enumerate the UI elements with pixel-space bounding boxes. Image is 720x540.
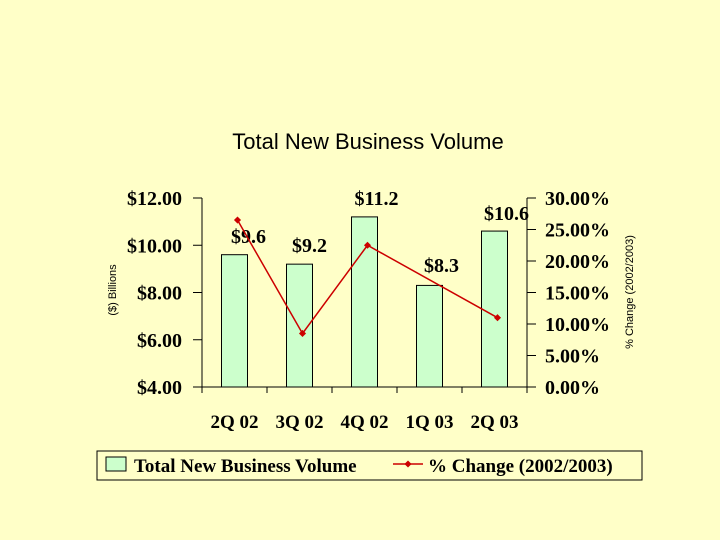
line-path (236, 219, 498, 335)
right-tick-label: 5.00% (545, 346, 600, 368)
left-tick-label: $12.00 (127, 188, 182, 210)
bar (221, 254, 248, 388)
y-axis-label: ($) Billions (107, 264, 119, 316)
percent-change-line (233, 216, 502, 337)
left-axis: $12.00 $10.00 $8.00 $6.00 $4.00 (127, 188, 203, 399)
left-tick-label: $8.00 (137, 283, 182, 305)
right-tick-label: 15.00% (545, 283, 610, 305)
bar-data-label: $9.2 (292, 235, 327, 257)
x-tick-label: 1Q 03 (405, 412, 453, 433)
x-tick-label: 4Q 02 (340, 412, 388, 433)
bar-data-label: $10.6 (484, 203, 529, 225)
legend-bar-label: Total New Business Volume (134, 456, 357, 477)
right-tick-label: 20.00% (545, 251, 610, 273)
legend-box (96, 450, 643, 481)
right-tick-label: 30.00% (545, 188, 610, 210)
line-point (298, 329, 307, 337)
left-tick-label: $10.00 (127, 235, 182, 257)
line-point (233, 216, 242, 224)
bar-data-label: $11.2 (355, 188, 399, 210)
legend: Total New Business Volume % Change (2002… (96, 450, 643, 481)
bar (351, 216, 378, 388)
bar (416, 284, 443, 388)
right-tick-label: 25.00% (545, 220, 610, 242)
left-tick-label: $4.00 (137, 377, 182, 399)
line-point (363, 241, 372, 249)
legend-line-marker (404, 460, 412, 468)
category-labels: 2Q 02 3Q 02 4Q 02 1Q 03 2Q 03 (201, 386, 528, 433)
y2-axis-label: % Change (2002/2003) (624, 235, 636, 349)
x-tick-label: 2Q 02 (210, 412, 258, 433)
right-axis: 30.00% 25.00% 20.00% 15.00% 10.00% 5.00% 0.00% (526, 188, 610, 399)
bar-data-label: $8.3 (424, 255, 459, 277)
bar-data-label: $9.6 (231, 226, 266, 248)
right-tick-label: 10.00% (545, 314, 610, 336)
bar (481, 230, 508, 388)
legend-bar-swatch (105, 456, 127, 472)
bars: $9.6 $9.2 $11.2 $8.3 $10.6 (221, 188, 529, 388)
line-point (493, 314, 502, 322)
legend-line-label: % Change (2002/2003) (428, 456, 613, 477)
x-tick-label: 3Q 02 (275, 412, 323, 433)
chart-title: Total New Business Volume (232, 129, 503, 154)
left-tick-label: $6.00 (137, 330, 182, 352)
x-tick-label: 2Q 03 (470, 412, 518, 433)
right-tick-label: 0.00% (545, 377, 600, 399)
